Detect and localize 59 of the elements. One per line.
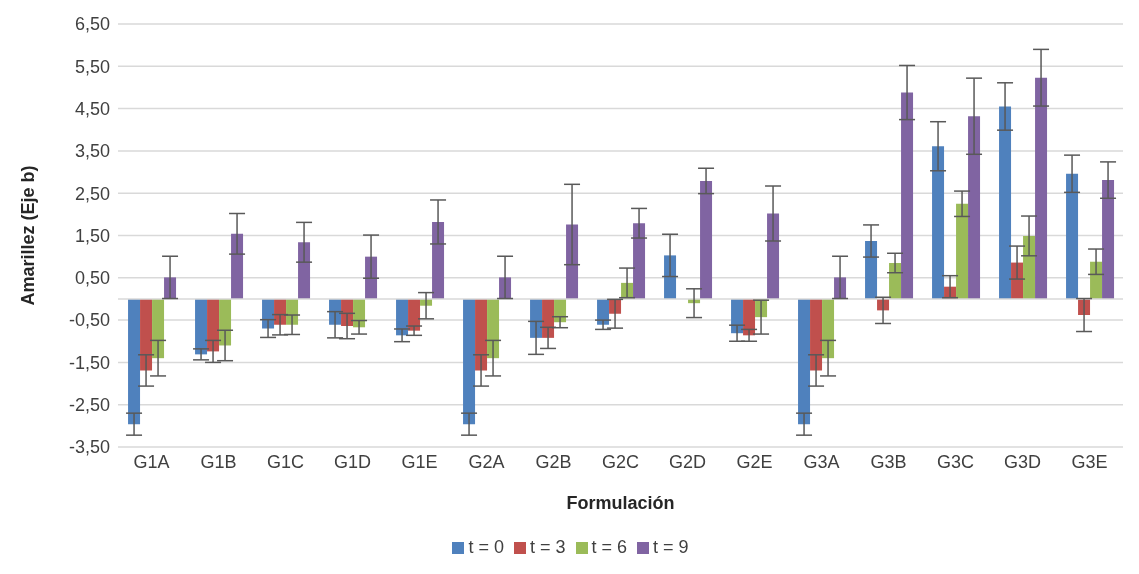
bar: [475, 298, 488, 371]
x-tick-label: G1B: [200, 451, 237, 472]
y-axis-title: Amarillez (Eje b): [18, 165, 39, 306]
y-tick-label: -2,50: [68, 395, 110, 416]
x-tick-label: G1D: [333, 451, 372, 472]
bar: [633, 223, 646, 299]
x-tick-label: G1C: [266, 451, 305, 472]
y-tick-label: 6,50: [74, 14, 110, 35]
bar: [542, 298, 555, 338]
x-tick-label: G2C: [601, 451, 640, 472]
bar: [128, 298, 141, 425]
y-tick-label: 2,50: [74, 183, 110, 204]
legend-label: t = 3: [529, 537, 566, 557]
legend-label: t = 0: [468, 537, 504, 557]
legend-label: t = 6: [591, 537, 628, 557]
x-tick-label: G1A: [133, 451, 170, 472]
bar: [810, 298, 823, 371]
x-tick-label: G3E: [1071, 451, 1108, 472]
bar: [901, 92, 914, 299]
bar: [767, 213, 780, 299]
bar: [932, 146, 945, 299]
x-axis-title: Formulación: [566, 493, 675, 513]
y-tick-label: 1,50: [74, 225, 110, 246]
bar: [152, 298, 165, 359]
bar: [889, 263, 902, 299]
bar: [1066, 173, 1079, 299]
bar: [463, 298, 476, 425]
x-tick-label: G2A: [468, 451, 505, 472]
x-tick-label: G3B: [870, 451, 907, 472]
bar: [432, 221, 445, 299]
bar: [1035, 77, 1048, 299]
x-tick-label: G2B: [535, 451, 572, 472]
bar: [1102, 180, 1115, 299]
bar: [195, 298, 208, 355]
y-tick-label: -1,50: [68, 352, 110, 373]
y-tick-label: 3,50: [74, 141, 110, 162]
bar: [798, 298, 811, 425]
bar: [865, 241, 878, 299]
x-tick-label: G3D: [1003, 451, 1042, 472]
x-tick-label: G2E: [736, 451, 773, 472]
bar: [822, 298, 835, 359]
x-tick-label: G3A: [803, 451, 840, 472]
bar: [956, 203, 969, 299]
y-tick-label: 4,50: [74, 98, 110, 119]
y-tick-label: 0,50: [74, 268, 110, 289]
x-tick-label: G3C: [936, 451, 975, 472]
bar: [700, 180, 713, 299]
y-tick-label: -3,50: [68, 437, 110, 458]
legend-label: t = 9: [653, 537, 689, 557]
bar: [487, 298, 500, 359]
bar: [140, 298, 153, 371]
bar: [231, 233, 244, 299]
x-tick-label: G1E: [401, 451, 438, 472]
bar: [968, 116, 981, 299]
bar: [999, 106, 1012, 299]
bar: [207, 298, 220, 352]
y-tick-label: -0,50: [68, 310, 110, 331]
x-tick-label: G2D: [668, 451, 707, 472]
y-tick-label: 5,50: [74, 56, 110, 77]
